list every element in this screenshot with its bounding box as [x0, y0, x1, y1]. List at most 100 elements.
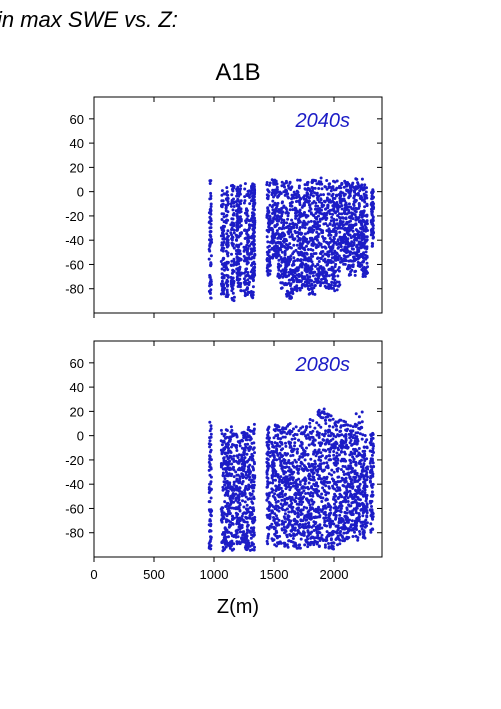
- data-point: [270, 522, 274, 526]
- data-point: [251, 278, 255, 282]
- x-tick-label: 1500: [260, 567, 289, 582]
- data-point: [327, 182, 331, 186]
- data-point: [236, 281, 240, 285]
- data-point: [245, 520, 249, 524]
- data-point: [245, 438, 249, 442]
- data-point: [293, 526, 297, 530]
- data-point: [228, 459, 232, 463]
- data-point: [208, 445, 212, 449]
- data-point: [252, 216, 256, 220]
- data-point: [324, 274, 327, 278]
- data-point: [276, 272, 280, 276]
- data-point: [349, 429, 353, 433]
- data-point: [278, 456, 282, 460]
- data-point: [352, 243, 356, 247]
- data-point: [289, 296, 293, 300]
- data-point: [209, 202, 213, 206]
- data-point: [316, 257, 319, 260]
- data-point: [238, 231, 242, 235]
- data-point: [318, 527, 322, 531]
- data-point: [243, 211, 247, 215]
- data-point: [324, 222, 328, 226]
- data-point: [332, 450, 336, 453]
- data-point: [354, 192, 358, 196]
- data-point: [267, 447, 271, 451]
- data-point: [286, 211, 290, 215]
- data-point: [342, 211, 346, 215]
- x-tick-label: 1000: [200, 567, 229, 582]
- data-point: [270, 503, 274, 507]
- data-point: [353, 270, 357, 274]
- data-point: [221, 262, 225, 266]
- data-point: [307, 220, 311, 224]
- data-point: [243, 182, 247, 186]
- data-point: [295, 284, 299, 288]
- data-point: [348, 233, 352, 237]
- data-point: [277, 425, 281, 429]
- data-point: [220, 267, 224, 271]
- data-point: [253, 451, 256, 455]
- data-point: [302, 505, 306, 509]
- data-point: [229, 503, 232, 506]
- data-point: [253, 242, 256, 246]
- data-point: [250, 548, 254, 552]
- data-point: [267, 439, 271, 443]
- data-point: [265, 212, 269, 216]
- data-point: [313, 459, 317, 463]
- data-point: [230, 514, 234, 518]
- data-point: [354, 257, 358, 261]
- data-point: [266, 542, 270, 546]
- data-point: [235, 444, 239, 447]
- data-point: [232, 262, 236, 266]
- data-point: [208, 226, 212, 230]
- data-point: [349, 480, 353, 484]
- data-point: [336, 206, 340, 210]
- data-point: [266, 480, 270, 483]
- data-point: [209, 191, 213, 195]
- data-point: [310, 464, 314, 468]
- data-point: [278, 486, 281, 489]
- data-point: [266, 536, 270, 540]
- data-point: [222, 246, 226, 250]
- data-point: [342, 254, 346, 258]
- data-point: [221, 506, 225, 510]
- data-point: [231, 189, 235, 193]
- data-point: [335, 252, 339, 256]
- data-point: [296, 485, 299, 489]
- data-point: [311, 201, 314, 205]
- data-point: [316, 276, 320, 280]
- data-point: [326, 502, 330, 506]
- data-point: [207, 460, 211, 464]
- data-point: [295, 214, 299, 218]
- data-point: [292, 427, 295, 431]
- data-point: [265, 498, 269, 502]
- data-point: [362, 259, 366, 263]
- data-point: [340, 504, 344, 508]
- data-point: [346, 181, 349, 184]
- data-point: [267, 431, 271, 435]
- data-point: [275, 229, 279, 233]
- x-tick-label: 0: [90, 567, 97, 582]
- data-point: [247, 228, 251, 232]
- data-point: [325, 240, 328, 244]
- data-point: [280, 481, 284, 485]
- data-point: [337, 434, 341, 438]
- data-point: [334, 480, 338, 484]
- data-point: [234, 533, 238, 537]
- data-point: [232, 295, 236, 299]
- data-point: [354, 534, 358, 538]
- y-tick-label: -20: [65, 453, 84, 468]
- data-point: [320, 187, 324, 191]
- data-point: [251, 483, 254, 487]
- data-point: [265, 269, 269, 273]
- data-point: [282, 218, 286, 222]
- data-point: [303, 467, 306, 471]
- data-point: [340, 433, 344, 437]
- data-point: [289, 254, 293, 258]
- data-point: [336, 461, 339, 465]
- data-point: [360, 177, 364, 181]
- scatter-points: [207, 176, 376, 303]
- data-point: [351, 535, 355, 538]
- data-point: [340, 216, 344, 220]
- data-point: [286, 424, 289, 428]
